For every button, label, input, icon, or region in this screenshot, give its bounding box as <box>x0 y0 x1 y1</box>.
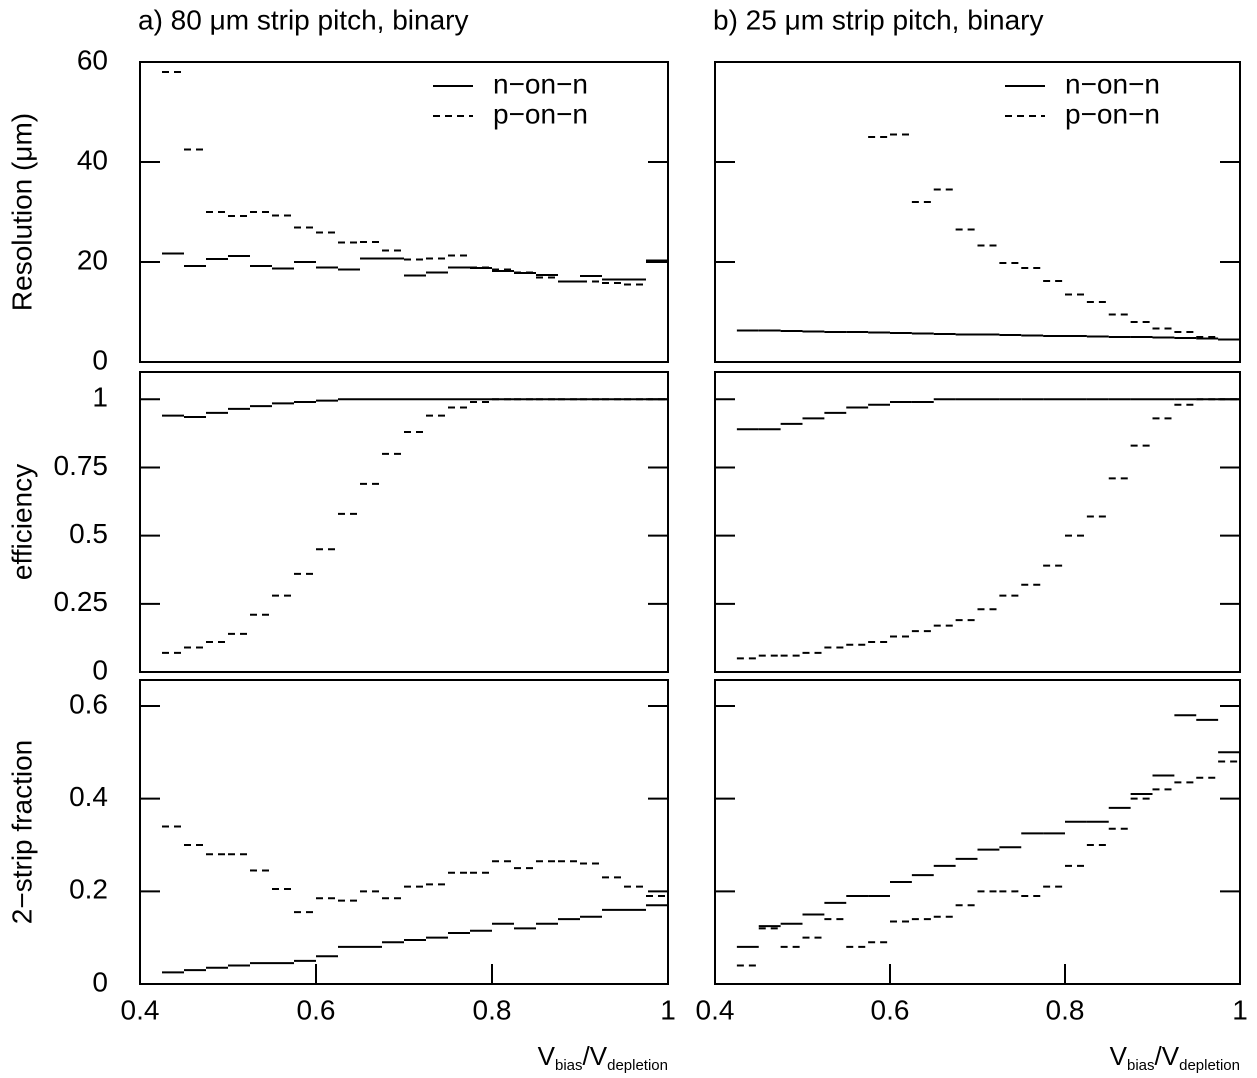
y-tick-label: 0 <box>92 966 108 997</box>
y-tick-label: 40 <box>77 144 108 175</box>
y-tick-label: 0.4 <box>69 781 108 812</box>
panel <box>714 61 1241 363</box>
frame <box>139 679 669 985</box>
points <box>736 714 1240 967</box>
y-tick-label: 0 <box>92 654 108 685</box>
frame <box>139 61 669 363</box>
legend-label: n−on−n <box>493 68 588 99</box>
x-axis-label-part: /V <box>583 1041 608 1071</box>
x-axis-label: Vbias/Vdepletion <box>1110 1041 1240 1074</box>
y-tick-label: 0.2 <box>69 874 108 905</box>
legend-label: p−on−n <box>1065 98 1160 129</box>
y-tick-label: 60 <box>77 44 108 75</box>
y-axis-label: efficiency <box>6 464 37 580</box>
frame <box>139 371 669 673</box>
x-axis-label-part: depletion <box>607 1057 668 1074</box>
chart-title: b) 25 μm strip pitch, binary <box>713 4 1043 35</box>
y-tick-label: 1 <box>92 382 108 413</box>
panel <box>714 679 1241 985</box>
chart-title: a) 80 μm strip pitch, binary <box>138 4 468 35</box>
panel <box>139 371 669 673</box>
y-axis-label: 2−strip fraction <box>6 740 37 924</box>
y-tick-label: 0 <box>92 344 108 375</box>
y-tick-label: 0.6 <box>69 688 108 719</box>
x-tick-label: 0.8 <box>1046 994 1085 1025</box>
x-tick-label: 1 <box>660 994 676 1025</box>
legend-label: p−on−n <box>493 98 588 129</box>
x-axis-label-part: bias <box>555 1057 583 1074</box>
x-axis-label-part: V <box>538 1041 556 1071</box>
legend-label: n−on−n <box>1065 68 1160 99</box>
panel <box>139 679 669 985</box>
x-axis-label: Vbias/Vdepletion <box>538 1041 668 1074</box>
x-axis-label-part: depletion <box>1179 1057 1240 1074</box>
frame <box>714 679 1241 985</box>
y-tick-label: 0.5 <box>69 518 108 549</box>
points <box>736 133 1240 341</box>
points <box>162 825 668 974</box>
y-tick-label: 0.25 <box>54 586 109 617</box>
frame <box>714 371 1241 673</box>
x-tick-label: 0.6 <box>297 994 336 1025</box>
x-tick-label: 0.8 <box>473 994 512 1025</box>
points <box>162 398 668 654</box>
x-tick-label: 0.6 <box>871 994 910 1025</box>
x-axis-label-part: /V <box>1155 1041 1180 1071</box>
y-tick-label: 20 <box>77 244 108 275</box>
points <box>736 398 1240 660</box>
frame <box>714 61 1241 363</box>
x-tick-label: 1 <box>1232 994 1248 1025</box>
y-tick-label: 0.75 <box>54 450 109 481</box>
panel <box>714 371 1241 673</box>
x-tick-label: 0.4 <box>696 994 735 1025</box>
x-tick-label: 0.4 <box>121 994 160 1025</box>
y-axis-label: Resolution (μm) <box>6 113 37 311</box>
x-axis-label-part: bias <box>1127 1057 1155 1074</box>
points <box>162 71 668 286</box>
x-axis-label-part: V <box>1110 1041 1128 1071</box>
